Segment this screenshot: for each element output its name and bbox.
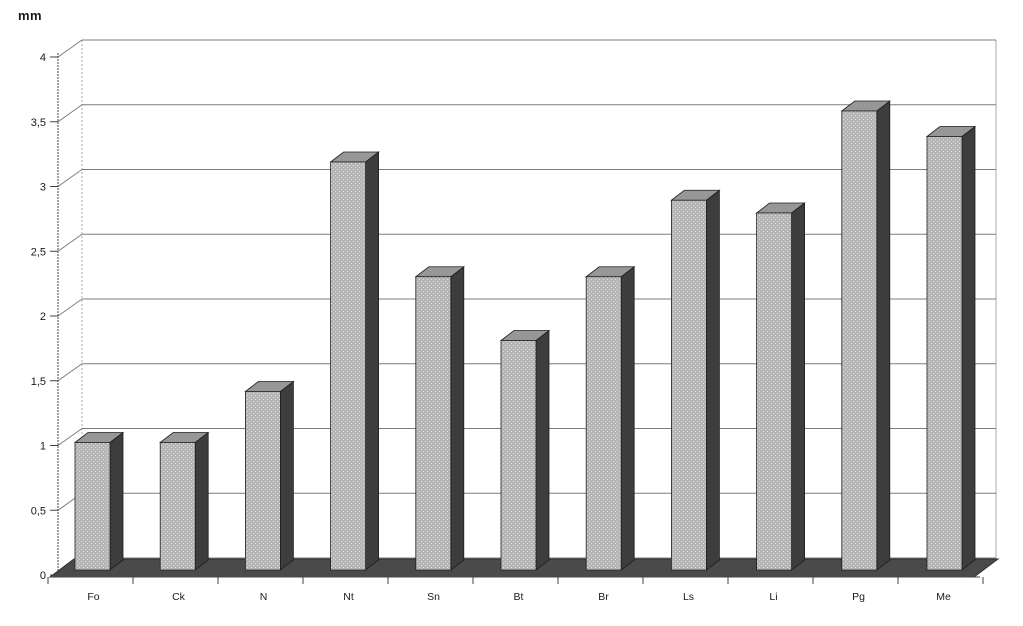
bar-side-face [109,431,124,571]
bar [329,151,380,571]
bar-side-face [279,380,294,571]
bar-side-face [365,151,380,571]
gridline-side [57,298,83,317]
bar-side-face [535,329,550,571]
bar-front-face [330,161,367,571]
bar-front-face [841,110,878,571]
bar-side-face [876,100,891,571]
gridline-side [57,233,83,252]
x-tick-label: Bt [514,591,524,603]
gridline-side [57,169,83,187]
x-tick-label: Ck [172,591,186,603]
x-tick-label: N [260,591,268,603]
bar-front-face [159,442,196,571]
y-tick-label: 3 [40,182,46,194]
bar-front-face [244,391,281,571]
x-tick-label: Br [598,591,609,603]
bar-front-face [585,276,622,571]
y-tick-label: 4 [40,52,46,64]
gridline-side [57,363,83,382]
bar [670,189,721,571]
x-tick-label: Me [936,591,951,603]
bar [499,329,551,571]
bar [925,125,977,571]
y-tick-label: 3,5 [31,117,46,129]
bar-front-face [756,212,792,571]
bar-side-face [791,202,805,571]
x-tick-label: Pg [852,591,865,603]
x-tick-label: Li [769,591,777,603]
y-tick-label: 2 [40,311,46,323]
bar [755,202,806,571]
y-axis-title: mm [18,8,43,23]
bar [414,265,465,571]
bar-front-face [500,340,537,571]
bar [159,431,210,571]
y-tick-label: 0 [40,570,46,582]
bar-side-face [194,431,209,571]
x-tick-label: Fo [87,591,99,603]
x-tick-label: Nt [343,591,354,603]
bar-front-face [671,199,707,571]
bar-front-face [74,442,111,571]
bar [244,380,295,571]
bar [73,431,125,571]
y-tick-label: 1 [40,441,46,453]
y-tick-label: 1,5 [31,376,46,388]
bar-side-face [961,125,976,571]
gridline-side [57,428,83,446]
x-tick-label: Ls [683,591,694,603]
x-tick-label: Sn [427,591,440,603]
bar-front-face [926,136,963,571]
bar-side-face [450,265,465,571]
y-tick-label: 0,5 [31,505,46,517]
bar-side-face [620,265,635,571]
bar-front-face [415,276,452,571]
gridline-side [57,39,83,58]
bar-side-face [706,189,720,571]
bar [840,100,891,571]
y-tick-label: 2,5 [31,246,46,258]
gridline-side [57,104,83,123]
bar [585,265,636,571]
